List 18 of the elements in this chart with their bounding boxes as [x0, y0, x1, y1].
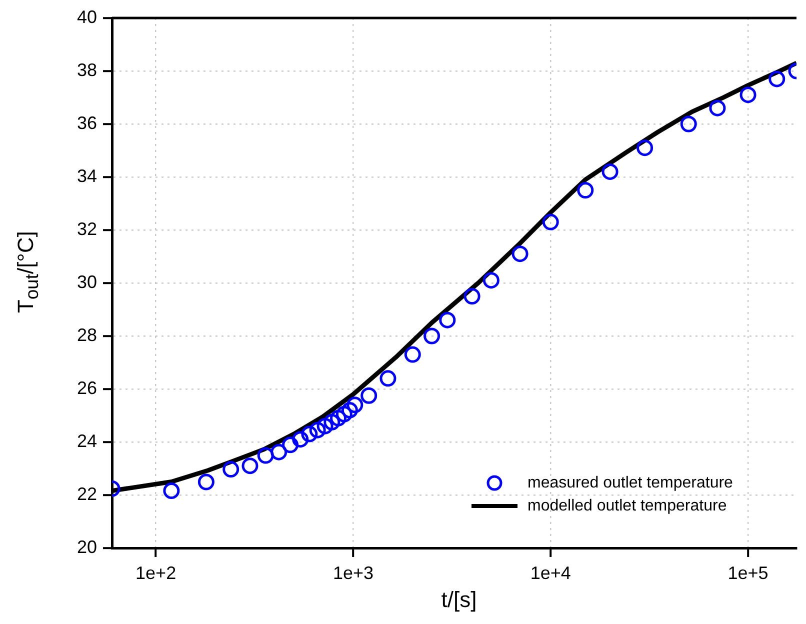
y-tick-label: 40	[76, 6, 97, 27]
x-tick-label: 1e+3	[332, 562, 374, 583]
legend-label: modelled outlet temperature	[528, 497, 727, 514]
x-axis-title: t/[s]	[441, 587, 477, 613]
legend-label: measured outlet temperature	[528, 474, 734, 492]
y-tick-label: 24	[76, 430, 97, 451]
y-tick-label: 26	[76, 378, 97, 398]
y-tick-label: 32	[76, 218, 97, 239]
x-tick-label: 1e+5	[728, 562, 768, 583]
x-tick-label: 1e+2	[136, 562, 176, 583]
y-tick-label: 22	[76, 484, 97, 504]
y-tick-label: 30	[76, 272, 97, 292]
x-tick-label: 1e+4	[530, 562, 571, 583]
y-tick-label: 34	[76, 166, 97, 186]
y-tick-label: 38	[76, 60, 97, 80]
y-tick-label: 28	[76, 324, 97, 345]
y-tick-label: 20	[76, 536, 97, 557]
y-tick-label: 36	[76, 112, 97, 133]
